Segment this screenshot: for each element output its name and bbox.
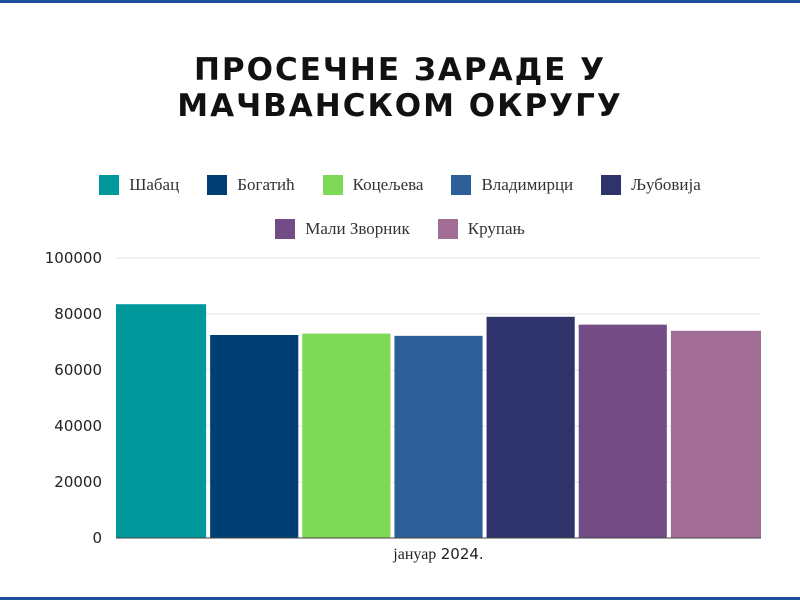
bar <box>302 334 390 538</box>
bar <box>487 317 575 538</box>
y-tick-label: 100000 <box>45 249 102 267</box>
bar <box>579 325 667 538</box>
y-tick-label: 0 <box>92 529 102 547</box>
bar <box>394 336 482 538</box>
y-tick-label: 40000 <box>54 417 102 435</box>
x-category-year: 2024. <box>441 545 484 563</box>
y-tick-label: 80000 <box>54 305 102 323</box>
y-tick-label: 60000 <box>54 361 102 379</box>
bar <box>116 304 206 538</box>
x-category-label: јануар 2024. <box>116 545 761 564</box>
y-tick-label: 20000 <box>54 473 102 491</box>
bar <box>671 331 761 538</box>
bar <box>210 335 298 538</box>
x-category-word: јануар <box>393 546 436 563</box>
